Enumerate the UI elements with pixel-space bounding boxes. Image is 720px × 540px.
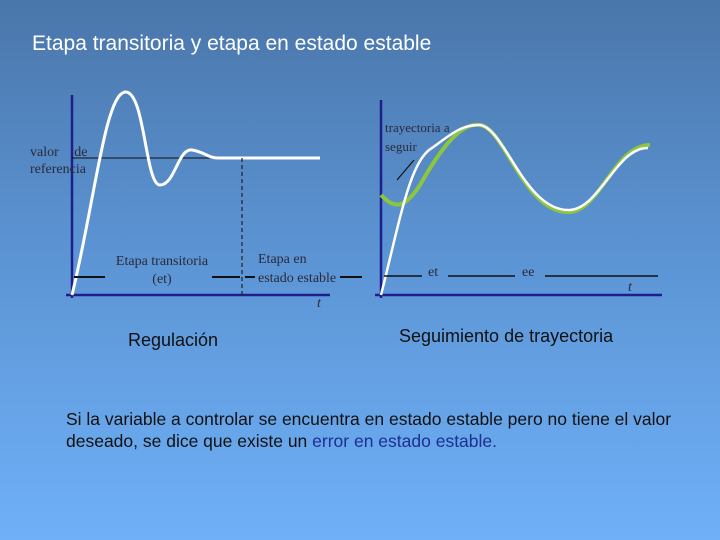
transient-label: Etapa transitoria (et) [115,254,209,287]
trajectory-label-box: trayectoria a seguir [385,120,450,154]
highlight-end: . [492,431,498,451]
caption: Regulación [128,330,218,350]
reference-label-box: valor de referencia [30,145,88,177]
caption: Seguimiento de trayectoria [399,326,614,346]
response-curve [70,90,320,296]
steady-label: Etapa en estado estable (ee) [258,252,337,286]
body-text: Si la variable a controlar se encuentra … [66,408,696,452]
ee-label: ee [522,265,534,280]
highlight: error en estado estable [312,431,493,451]
slide-title: Etapa transitoria y etapa en estado esta… [32,32,432,55]
transient-label-box: Etapa transitoria (et) [115,254,209,287]
et-label: et [428,265,438,280]
time-label: t [628,280,633,295]
body-sentence: Si la variable a controlar se encuentra … [66,409,672,451]
steady-label-box: Etapa en estado estable (ee) [258,252,337,286]
time-label: t [317,296,322,311]
output-curve [379,123,649,296]
reference-label: valor de referencia [30,145,88,177]
pointer [396,159,415,181]
trajectory-label: trayectoria a seguir [385,120,450,154]
